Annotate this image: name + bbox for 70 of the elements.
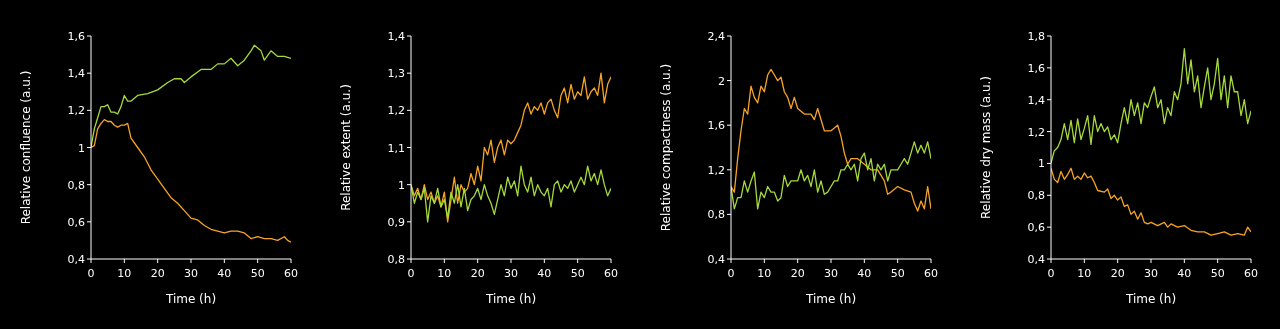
x-tick-label: 40 xyxy=(217,267,232,280)
y-tick-label: 1,6 xyxy=(707,119,725,133)
x-tick-label: 30 xyxy=(504,267,518,280)
y-axis-title: Relative extent (a.u.) xyxy=(339,84,354,211)
x-tick-label: 10 xyxy=(1077,267,1092,280)
x-tick-label: 60 xyxy=(604,267,618,280)
y-tick-label: 0,9 xyxy=(387,215,405,229)
y-tick-label: 1,8 xyxy=(1027,30,1045,43)
x-tick-label: 10 xyxy=(437,267,452,280)
y-tick-label: 0,8 xyxy=(387,253,405,266)
y-tick-label: 1,1 xyxy=(387,141,405,155)
line-series xyxy=(91,118,291,243)
x-tick-label: 10 xyxy=(117,267,132,280)
x-tick-label: 60 xyxy=(284,267,298,280)
y-tick-label: 1,4 xyxy=(1027,93,1045,107)
x-tick-label: 20 xyxy=(790,267,805,280)
y-tick-label: 1,2 xyxy=(387,104,405,118)
y-tick-label: 1,2 xyxy=(1027,125,1045,139)
x-tick-label: 40 xyxy=(1177,267,1192,280)
y-tick-label: 0,4 xyxy=(707,253,725,266)
x-tick-label: 20 xyxy=(150,267,165,280)
y-tick-label: 0,8 xyxy=(707,208,725,222)
line-series xyxy=(1051,167,1251,236)
y-tick-label: 1,2 xyxy=(67,104,85,118)
x-tick-label: 30 xyxy=(824,267,838,280)
y-tick-label: 0,6 xyxy=(67,215,85,229)
x-tick-label: 40 xyxy=(537,267,552,280)
x-tick-label: 60 xyxy=(1244,267,1258,280)
y-tick-label: 0,4 xyxy=(1027,253,1045,266)
y-tick-label: 0,8 xyxy=(1027,189,1045,203)
x-tick-label: 30 xyxy=(1144,267,1158,280)
line-series xyxy=(411,72,611,223)
y-tick-label: 0,4 xyxy=(67,253,85,266)
x-axis-title: Time (h) xyxy=(164,292,217,306)
x-tick-label: 0 xyxy=(727,267,735,280)
line-series xyxy=(731,68,931,212)
x-tick-label: 20 xyxy=(1110,267,1125,280)
x-tick-label: 50 xyxy=(570,267,585,280)
y-tick-label: 2 xyxy=(718,74,725,88)
x-tick-label: 50 xyxy=(890,267,905,280)
y-tick-label: 1,3 xyxy=(387,67,405,81)
y-tick-label: 1,6 xyxy=(1027,61,1045,75)
x-tick-label: 0 xyxy=(407,267,415,280)
y-tick-label: 0,8 xyxy=(67,178,85,192)
y-tick-label: 0,6 xyxy=(1027,221,1045,235)
x-axis-title: Time (h) xyxy=(1124,292,1177,306)
y-tick-label: 1,4 xyxy=(67,67,85,81)
x-tick-label: 20 xyxy=(470,267,485,280)
y-axis-title: Relative compactness (a.u.) xyxy=(659,63,674,232)
y-tick-label: 2,4 xyxy=(707,30,725,43)
line-series xyxy=(731,141,931,210)
x-axis-title: Time (h) xyxy=(484,292,537,306)
x-tick-label: 30 xyxy=(184,267,198,280)
x-tick-label: 0 xyxy=(87,267,95,280)
x-tick-label: 40 xyxy=(857,267,872,280)
x-tick-label: 50 xyxy=(250,267,265,280)
line-series xyxy=(411,165,611,223)
y-tick-label: 1,6 xyxy=(67,30,85,43)
y-tick-label: 1 xyxy=(1038,157,1045,171)
x-tick-label: 10 xyxy=(757,267,772,280)
x-tick-label: 50 xyxy=(1210,267,1225,280)
y-tick-label: 1,2 xyxy=(707,163,725,177)
x-tick-label: 0 xyxy=(1047,267,1055,280)
x-axis-title: Time (h) xyxy=(804,292,857,306)
y-tick-label: 1 xyxy=(78,141,85,155)
y-axis-title: Relative confluence (a.u.) xyxy=(19,70,34,225)
y-tick-label: 1 xyxy=(398,178,405,192)
x-tick-label: 60 xyxy=(924,267,938,280)
y-tick-label: 1,4 xyxy=(387,30,405,43)
y-axis-title: Relative dry mass (a.u.) xyxy=(979,76,994,219)
